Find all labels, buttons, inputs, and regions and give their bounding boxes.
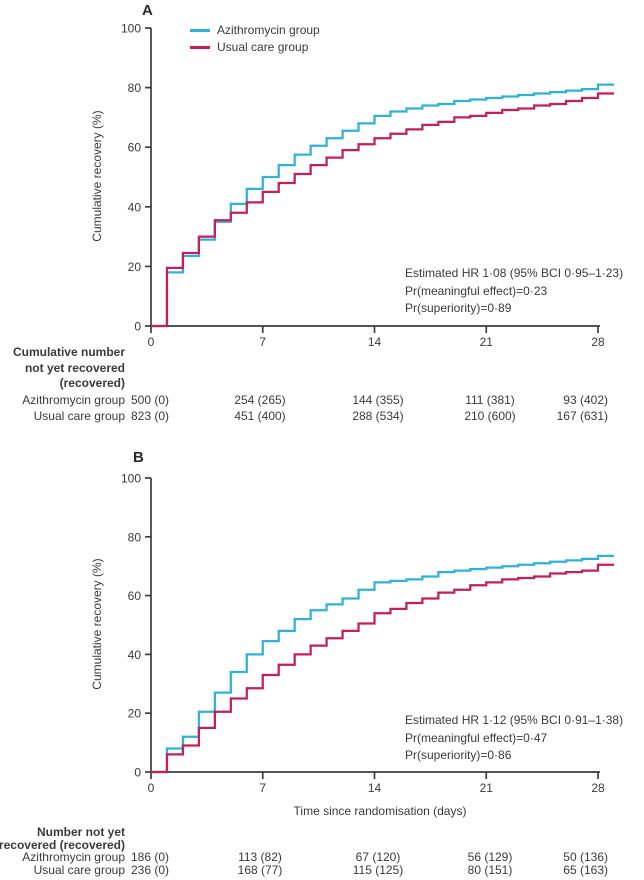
y-tick-label: 60 [128, 589, 142, 603]
curve-azithromycin-panel-b [151, 554, 614, 774]
x-tick-label: 7 [259, 335, 266, 349]
y-tick-label: 60 [128, 141, 142, 155]
x-tick-label: 0 [148, 781, 155, 795]
x-tick-label: 0 [148, 335, 155, 349]
annotation-b-line-3: Pr(superiority)=0·86 [405, 748, 512, 762]
legend-line-usual-care-icon [190, 45, 210, 49]
x-tick-label: 7 [259, 781, 266, 795]
y-tick-label: 40 [128, 648, 142, 662]
y-axis-title-b: Cumulative recovery (%) [90, 558, 104, 690]
y-tick-label: 80 [128, 81, 142, 95]
legend-item-azithromycin: Azithromycin group [190, 23, 320, 37]
annotation-b: Estimated HR 1·12 (95% BCI 0·91–1·38) Pr… [405, 712, 623, 765]
y-tick-label: 0 [134, 766, 141, 780]
x-tick-label: 28 [591, 781, 605, 795]
x-axis-title: Time since randomisation (days) [293, 804, 467, 818]
panel-a-label: A [142, 2, 153, 19]
annotation-a-line-2: Pr(meaningful effect)=0·23 [405, 283, 548, 298]
y-tick-label: 80 [128, 530, 142, 544]
annotation-a-line-1: Estimated HR 1·08 (95% BCI 0·95–1·23) [405, 266, 624, 280]
x-tick-label: 21 [480, 781, 494, 795]
legend-label-azithromycin: Azithromycin group [217, 23, 320, 37]
x-tick-label: 14 [368, 335, 382, 349]
x-tick-label: 28 [591, 335, 605, 349]
y-axis-title-a: Cumulative recovery (%) [90, 110, 104, 242]
curve-usual-care-panel-a [151, 92, 614, 328]
legend-line-azithromycin-icon [190, 28, 210, 32]
y-tick-label: 100 [121, 472, 141, 486]
annotation-b-line-2: Pr(meaningful effect)=0·47 [405, 730, 548, 745]
x-tick-label: 14 [368, 781, 382, 795]
curve-usual-care-panel-b [151, 563, 614, 774]
x-tick-label: 21 [480, 335, 494, 349]
annotation-b-line-1: Estimated HR 1·12 (95% BCI 0·91–1·38) [405, 713, 624, 727]
legend-label-usual-care: Usual care group [217, 40, 309, 54]
y-tick-label: 0 [134, 320, 141, 334]
y-tick-label: 20 [128, 707, 142, 721]
legend: Azithromycin group Usual care group [190, 23, 320, 54]
legend-item-usual-care: Usual care group [190, 40, 320, 54]
y-tick-label: 40 [128, 200, 142, 214]
y-tick-label: 100 [121, 22, 141, 36]
annotation-a: Estimated HR 1·08 (95% BCI 0·95–1·23) Pr… [405, 265, 623, 318]
y-tick-label: 20 [128, 260, 142, 274]
panel-b-label: B [133, 449, 144, 466]
annotation-a-line-3: Pr(superiority)=0·89 [405, 301, 512, 315]
